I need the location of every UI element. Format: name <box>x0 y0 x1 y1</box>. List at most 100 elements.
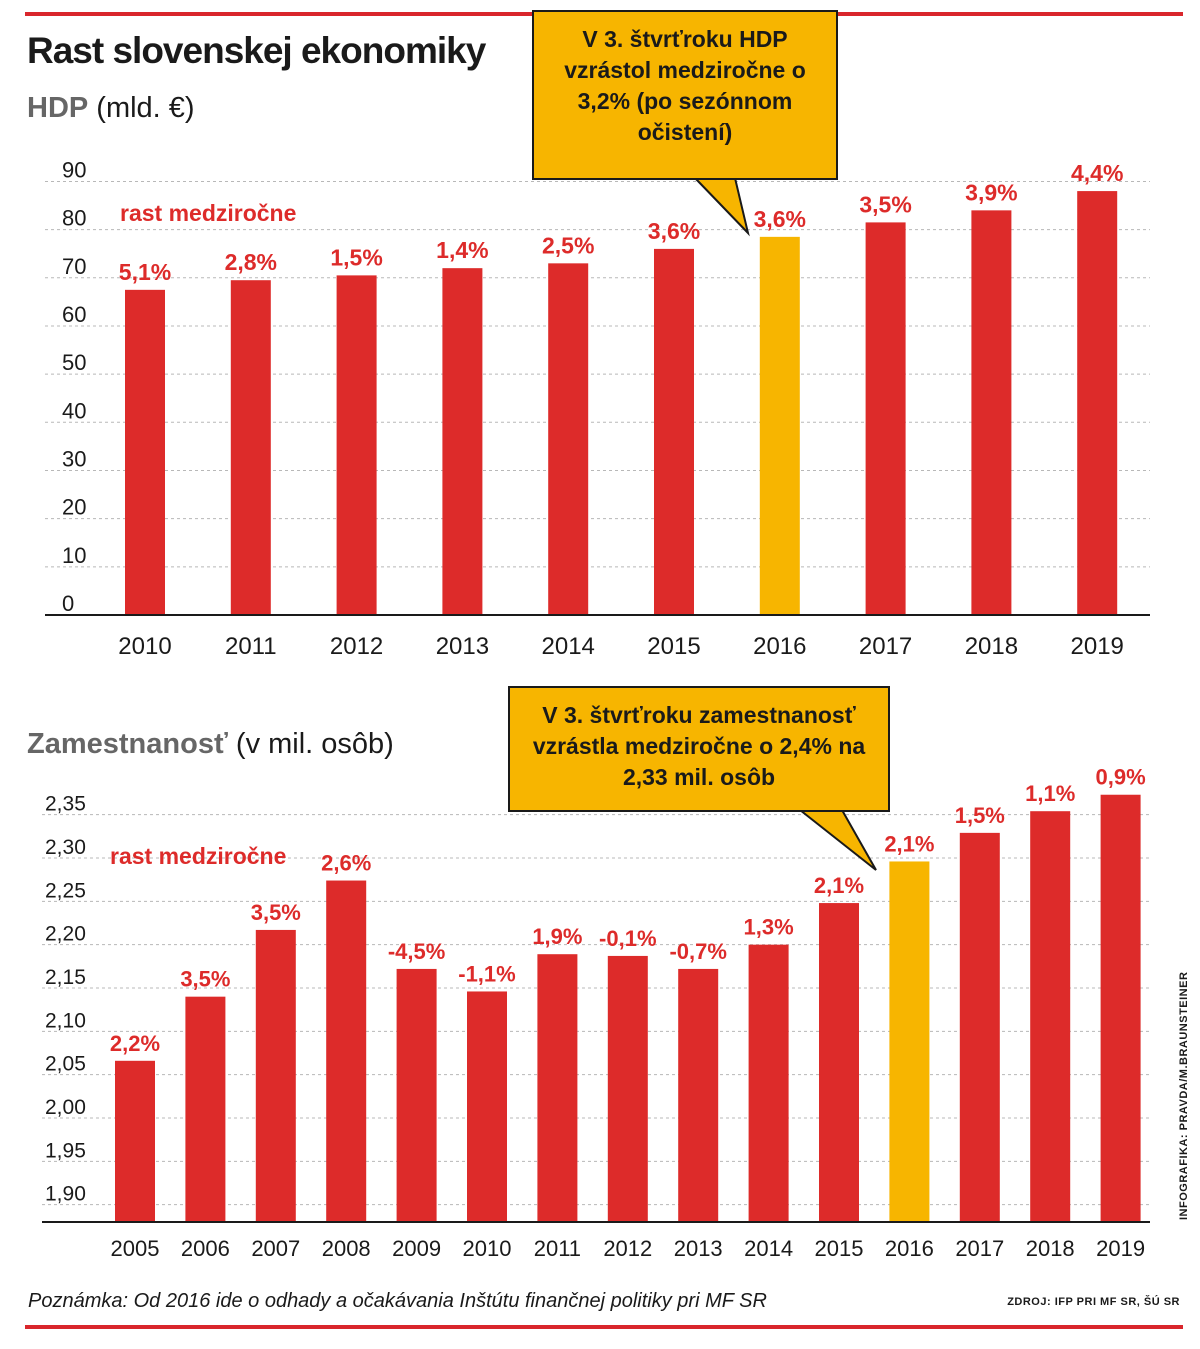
employment-y-tick: 2,30 <box>45 836 86 859</box>
employment-bar-2014 <box>748 944 789 1222</box>
gdp-y-tick: 80 <box>62 206 86 231</box>
gdp-growth-label: 4,4% <box>1071 160 1123 186</box>
employment-x-tick: 2007 <box>251 1236 300 1261</box>
gdp-y-tick: 40 <box>62 398 86 423</box>
employment-growth-label: 1,3% <box>744 915 794 940</box>
gdp-x-tick: 2010 <box>118 633 171 660</box>
gdp-y-tick: 60 <box>62 302 86 327</box>
employment-bar-2016 <box>889 861 930 1222</box>
employment-bar-2006 <box>185 996 226 1222</box>
employment-growth-label: 1,1% <box>1025 781 1075 806</box>
employment-growth-label: 2,1% <box>814 873 864 898</box>
gdp-x-tick: 2016 <box>753 633 806 660</box>
employment-x-tick: 2012 <box>603 1236 652 1261</box>
employment-bar-2015 <box>819 903 859 1222</box>
gdp-bar-2017 <box>865 222 906 616</box>
employment-growth-label: 2,6% <box>321 851 371 876</box>
gdp-bar-2018 <box>971 210 1012 615</box>
gdp-bar-2016 <box>759 236 800 615</box>
employment-x-tick: 2009 <box>392 1236 441 1261</box>
employment-x-tick: 2011 <box>534 1236 581 1261</box>
gdp-chart: 0 10 20 30 40 50 60 70 80 90 rast medziročne 5,1% 20… <box>45 157 1150 660</box>
gdp-growth-label: 1,4% <box>436 237 488 263</box>
gdp-bar-2013 <box>442 268 483 615</box>
employment-growth-label: 2,1% <box>884 831 934 856</box>
employment-bar-2007 <box>255 929 296 1222</box>
employment-y-tick: 2,15 <box>45 966 86 989</box>
gdp-y-tick: 20 <box>62 495 86 520</box>
employment-y-tick: 2,05 <box>45 1053 86 1076</box>
employment-bar-2018 <box>1030 811 1071 1222</box>
gdp-bar-2015 <box>654 248 694 616</box>
gdp-x-tick: 2017 <box>859 633 912 660</box>
gdp-callout: V 3. štvrťroku HDP vzrástol medziročne o… <box>532 10 838 180</box>
gdp-y-tick: 30 <box>62 446 86 471</box>
employment-series-label: rast medziročne <box>110 843 286 869</box>
employment-title: Zamestnanosť <box>27 728 228 760</box>
employment-callout-text: V 3. štvrťroku zamestnanosť vzrástla med… <box>532 702 866 791</box>
employment-growth-label: -1,1% <box>458 961 515 986</box>
gdp-x-tick: 2018 <box>965 633 1018 660</box>
employment-growth-label: 0,9% <box>1096 765 1146 790</box>
gdp-bar-2012 <box>336 275 377 615</box>
employment-y-tick: 2,20 <box>45 923 86 946</box>
employment-x-tick: 2005 <box>111 1236 160 1261</box>
employment-x-tick: 2014 <box>744 1236 793 1261</box>
gdp-bar-2010 <box>125 289 165 615</box>
employment-x-tick: 2010 <box>463 1236 512 1261</box>
employment-bar-2019 <box>1100 794 1141 1222</box>
employment-growth-label: 1,9% <box>532 924 582 949</box>
gdp-series-label: rast medziročne <box>120 200 296 226</box>
source-note: ZDROJ: IFP PRI MF SR, ŠÚ SR <box>1007 1296 1180 1308</box>
gdp-y-tick: 50 <box>62 350 86 375</box>
employment-growth-label: -0,7% <box>669 939 726 964</box>
employment-subtitle: Zamestnanosť (v mil. osôb) <box>27 728 394 761</box>
employment-growth-label: 3,5% <box>251 900 301 925</box>
gdp-y-tick: 90 <box>62 157 86 182</box>
gdp-x-tick: 2013 <box>436 633 489 660</box>
gdp-bar-2014 <box>548 263 589 615</box>
gdp-bar-2011 <box>230 280 271 615</box>
employment-bar-2005 <box>115 1060 155 1222</box>
gdp-x-tick: 2015 <box>647 633 700 660</box>
employment-y-tick: 1,90 <box>45 1183 86 1206</box>
employment-y-tick: 2,35 <box>45 793 86 816</box>
gdp-y-tick: 0 <box>62 591 74 616</box>
employment-x-tick: 2006 <box>181 1236 230 1261</box>
employment-bar-2017 <box>959 832 1000 1222</box>
bottom-rule <box>25 1325 1183 1329</box>
employment-x-tick: 2008 <box>322 1236 371 1261</box>
gdp-bar-2019 <box>1077 191 1118 615</box>
gdp-subtitle: HDP (mld. €) <box>27 92 195 125</box>
gdp-growth-label: 2,5% <box>542 232 594 258</box>
gdp-growth-label: 2,8% <box>225 249 277 275</box>
gdp-growth-label: 3,5% <box>859 191 911 217</box>
employment-y-tick: 2,10 <box>45 1009 86 1032</box>
gdp-callout-pointer <box>692 177 750 237</box>
employment-bar-2011 <box>537 954 578 1222</box>
employment-x-tick: 2013 <box>674 1236 723 1261</box>
employment-growth-label: 3,5% <box>180 967 230 992</box>
gdp-x-tick: 2014 <box>542 633 595 660</box>
employment-y-tick: 1,95 <box>45 1139 86 1162</box>
employment-y-tick: 2,25 <box>45 879 86 902</box>
employment-callout-pointer <box>797 809 877 871</box>
gdp-growth-label: 3,6% <box>754 206 806 232</box>
employment-growth-label: -0,1% <box>599 926 656 951</box>
gdp-x-tick: 2019 <box>1071 633 1124 660</box>
employment-bar-2009 <box>396 968 437 1222</box>
employment-bar-2012 <box>607 955 648 1222</box>
employment-bar-2013 <box>678 968 719 1222</box>
gdp-growth-label: 5,1% <box>119 259 171 285</box>
gdp-y-tick: 10 <box>62 543 86 568</box>
employment-x-tick: 2017 <box>955 1236 1004 1261</box>
gdp-title: HDP <box>27 92 89 124</box>
page-title: Rast slovenskej ekonomiky <box>27 30 486 71</box>
employment-growth-label: 2,2% <box>110 1031 160 1056</box>
gdp-growth-label: 1,5% <box>330 244 382 270</box>
employment-bar-2008 <box>326 880 367 1222</box>
employment-chart: 1,90 1,95 2,00 2,05 2,10 2,15 2,20 2,25 2,30 2,35… <box>42 765 1150 1261</box>
gdp-unit: (mld. €) <box>96 92 195 124</box>
employment-x-tick: 2015 <box>815 1236 864 1261</box>
gdp-growth-label: 3,6% <box>648 218 700 244</box>
